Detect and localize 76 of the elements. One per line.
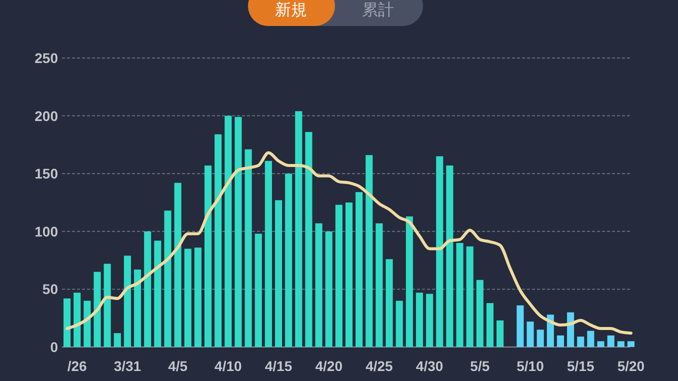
x-tick-label: 4/15 bbox=[264, 358, 292, 374]
bar bbox=[345, 202, 353, 347]
bar bbox=[154, 240, 162, 347]
bar bbox=[386, 259, 393, 347]
x-tick-label: 4/5 bbox=[168, 358, 188, 374]
bar bbox=[315, 223, 322, 347]
bar bbox=[305, 132, 312, 347]
bar bbox=[174, 182, 182, 347]
bar bbox=[486, 303, 494, 347]
bar bbox=[376, 223, 383, 347]
bar bbox=[587, 330, 594, 347]
bar bbox=[597, 341, 604, 347]
bar bbox=[214, 134, 222, 347]
bar bbox=[617, 341, 624, 347]
bar bbox=[567, 312, 574, 347]
bar bbox=[234, 116, 242, 347]
bar bbox=[244, 149, 252, 347]
y-tick-label: 50 bbox=[42, 281, 58, 298]
bar bbox=[396, 300, 403, 347]
x-tick-label: 5/20 bbox=[617, 358, 645, 374]
bar bbox=[104, 264, 111, 347]
bar bbox=[194, 248, 202, 347]
bar bbox=[164, 210, 172, 347]
bar bbox=[124, 256, 131, 347]
text: 新規 bbox=[275, 1, 307, 19]
bar bbox=[335, 204, 342, 347]
bar bbox=[476, 280, 484, 347]
x-tick-label: 4/30 bbox=[416, 358, 444, 374]
bar bbox=[436, 156, 444, 347]
bar bbox=[114, 333, 121, 347]
bar bbox=[627, 341, 634, 347]
bar bbox=[356, 192, 363, 347]
x-tick-label: 5/5 bbox=[470, 358, 490, 374]
bar bbox=[274, 200, 282, 347]
x-tick-label: /26 bbox=[67, 358, 88, 374]
y-tick-label: 150 bbox=[34, 166, 58, 182]
line-series bbox=[66, 151, 632, 335]
bar bbox=[607, 335, 614, 347]
bar bbox=[295, 111, 302, 347]
bar bbox=[536, 330, 544, 347]
bar bbox=[84, 300, 91, 347]
x-tick-label: 5/15 bbox=[566, 358, 594, 374]
bar bbox=[254, 234, 262, 347]
bar bbox=[366, 155, 373, 347]
bar bbox=[204, 166, 212, 347]
x-tick-label: 4/20 bbox=[315, 358, 343, 374]
bar bbox=[426, 294, 434, 347]
bar bbox=[184, 248, 192, 347]
bar bbox=[556, 335, 564, 347]
x-tick-label: 4/10 bbox=[214, 358, 242, 374]
y-tick-label: 0 bbox=[50, 339, 58, 355]
bar bbox=[456, 242, 464, 347]
bar bbox=[224, 116, 232, 347]
text: 累計 bbox=[362, 1, 394, 19]
bar bbox=[466, 246, 474, 347]
bar bbox=[74, 292, 81, 347]
y-tick-label: 200 bbox=[34, 108, 58, 124]
bar bbox=[325, 231, 332, 347]
bar bbox=[144, 231, 152, 347]
x-tick-label: 4/25 bbox=[366, 358, 394, 374]
bar bbox=[496, 320, 504, 347]
y-tick-label: 250 bbox=[34, 50, 58, 66]
bar bbox=[94, 272, 101, 347]
bar bbox=[285, 174, 292, 347]
y-tick-label: 100 bbox=[34, 223, 58, 240]
bar bbox=[416, 292, 424, 347]
bar bbox=[64, 298, 71, 347]
bar bbox=[516, 305, 524, 347]
x-tick-label: 3/31 bbox=[114, 358, 142, 374]
bar bbox=[577, 336, 584, 347]
bar bbox=[134, 270, 142, 347]
bar bbox=[446, 166, 454, 347]
x-tick-label: 5/10 bbox=[516, 358, 544, 374]
bar bbox=[264, 160, 272, 347]
bar bbox=[526, 322, 534, 347]
bar bbox=[406, 216, 413, 347]
